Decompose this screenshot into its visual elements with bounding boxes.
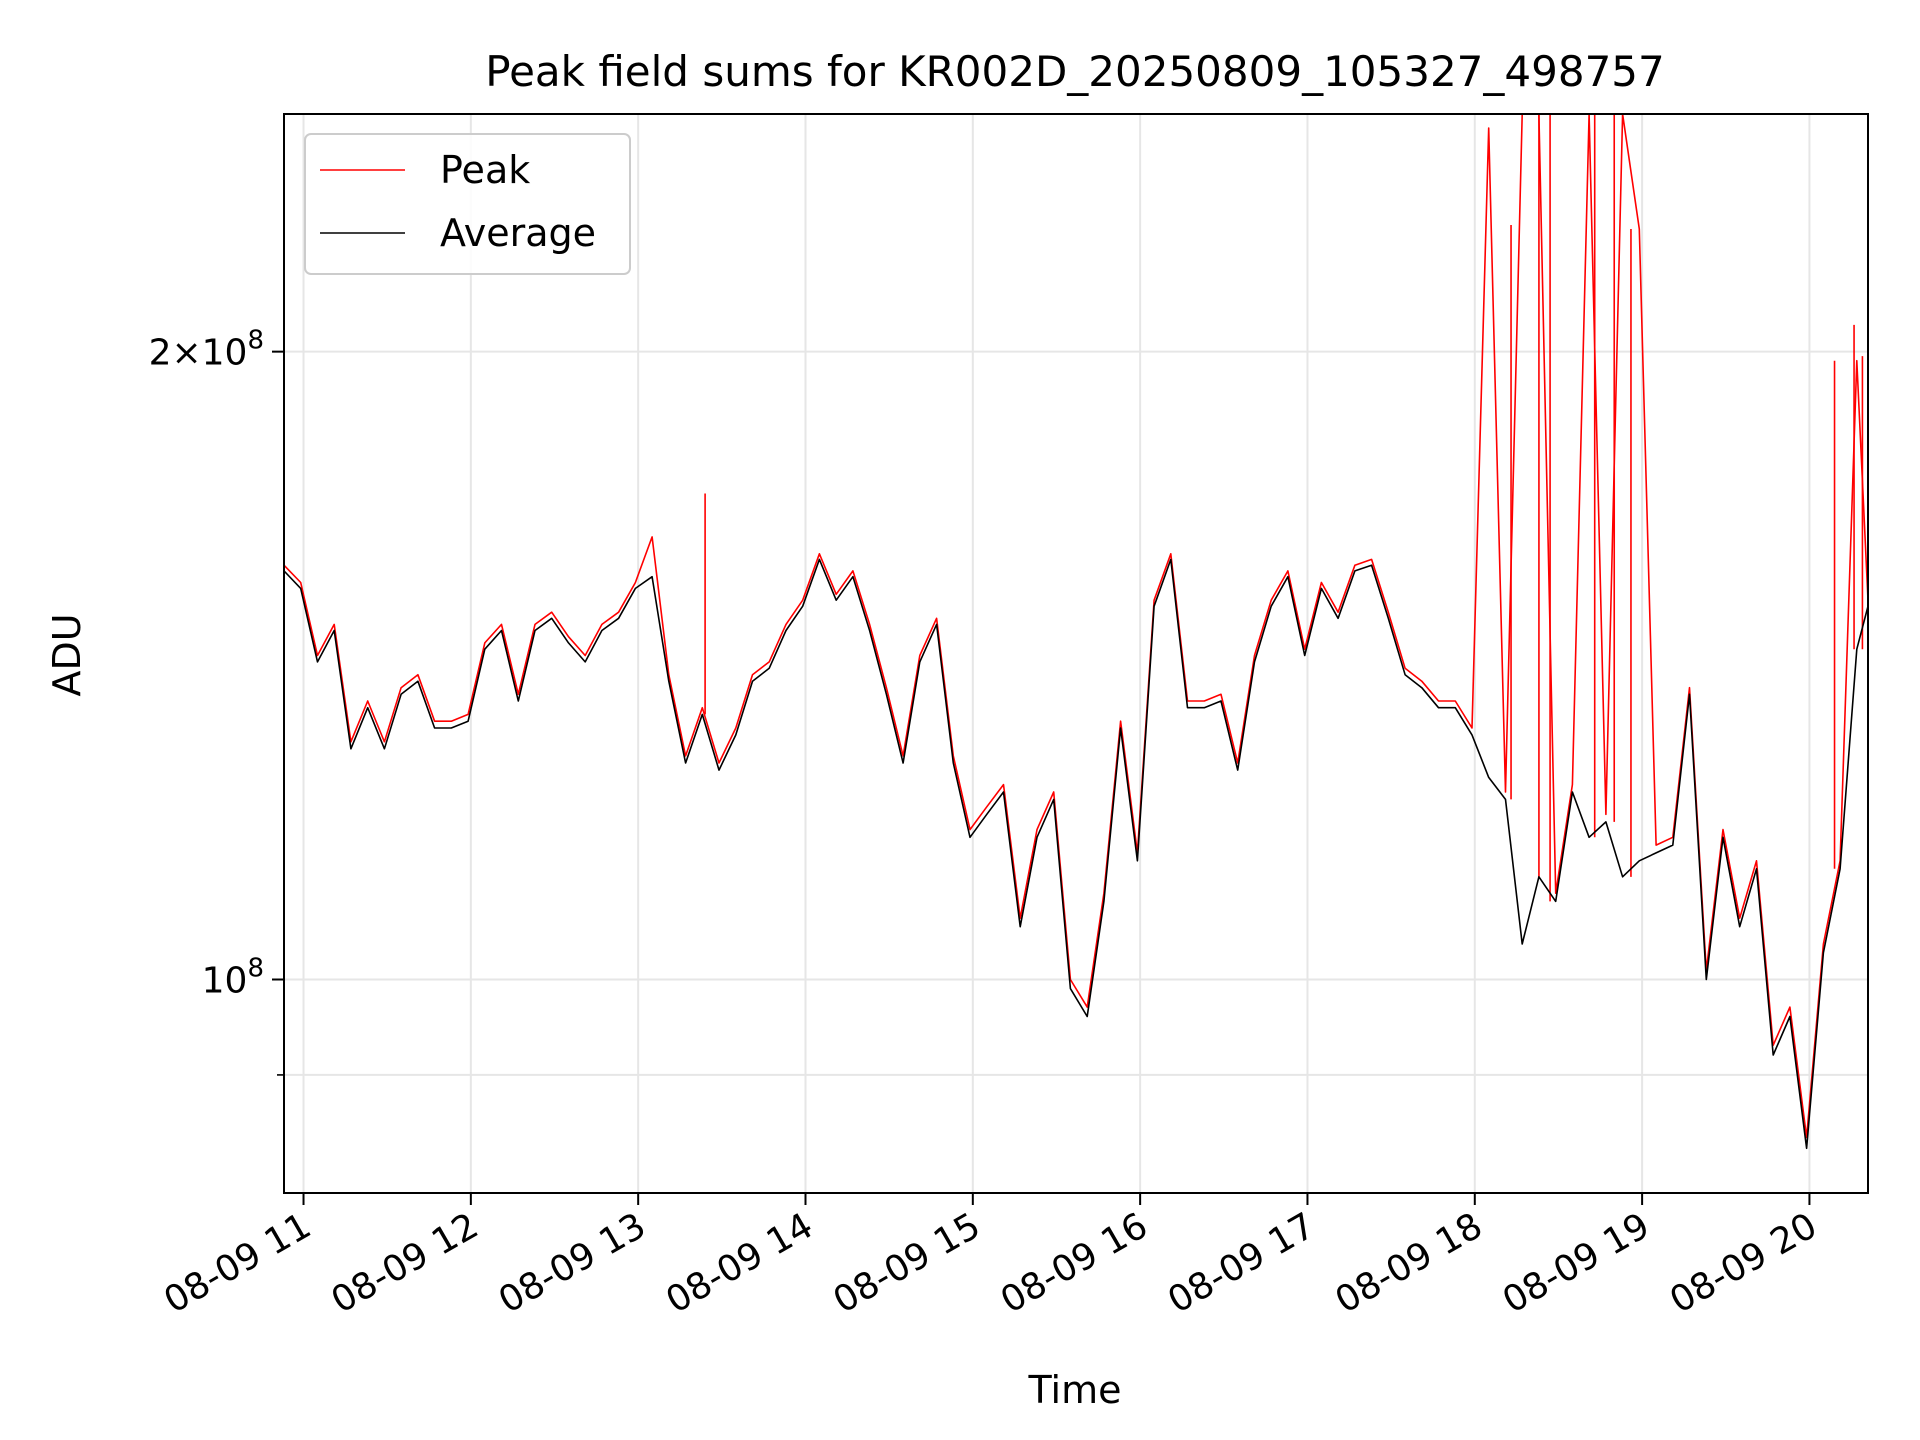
legend-peak-label: Peak [440,148,530,192]
y-axis: 108 2×108 [149,326,284,1076]
series-line-average [284,558,1868,1150]
y-tick-label: 108 [202,953,264,1001]
plot-area [284,114,1868,1150]
series-line-peak [284,114,1868,1139]
x-axis-label: Time [1028,1368,1122,1412]
chart-title: Peak field sums for KR002D_20250809_1053… [485,47,1664,96]
legend: Peak Average [304,133,631,275]
y-axis-label: ADU [45,613,89,696]
grid-lines [284,114,1868,1193]
legend-box [304,133,631,275]
plot-frame [283,113,1869,1194]
y-tick-label: 2×108 [149,326,264,374]
legend-average-label: Average [440,211,596,255]
